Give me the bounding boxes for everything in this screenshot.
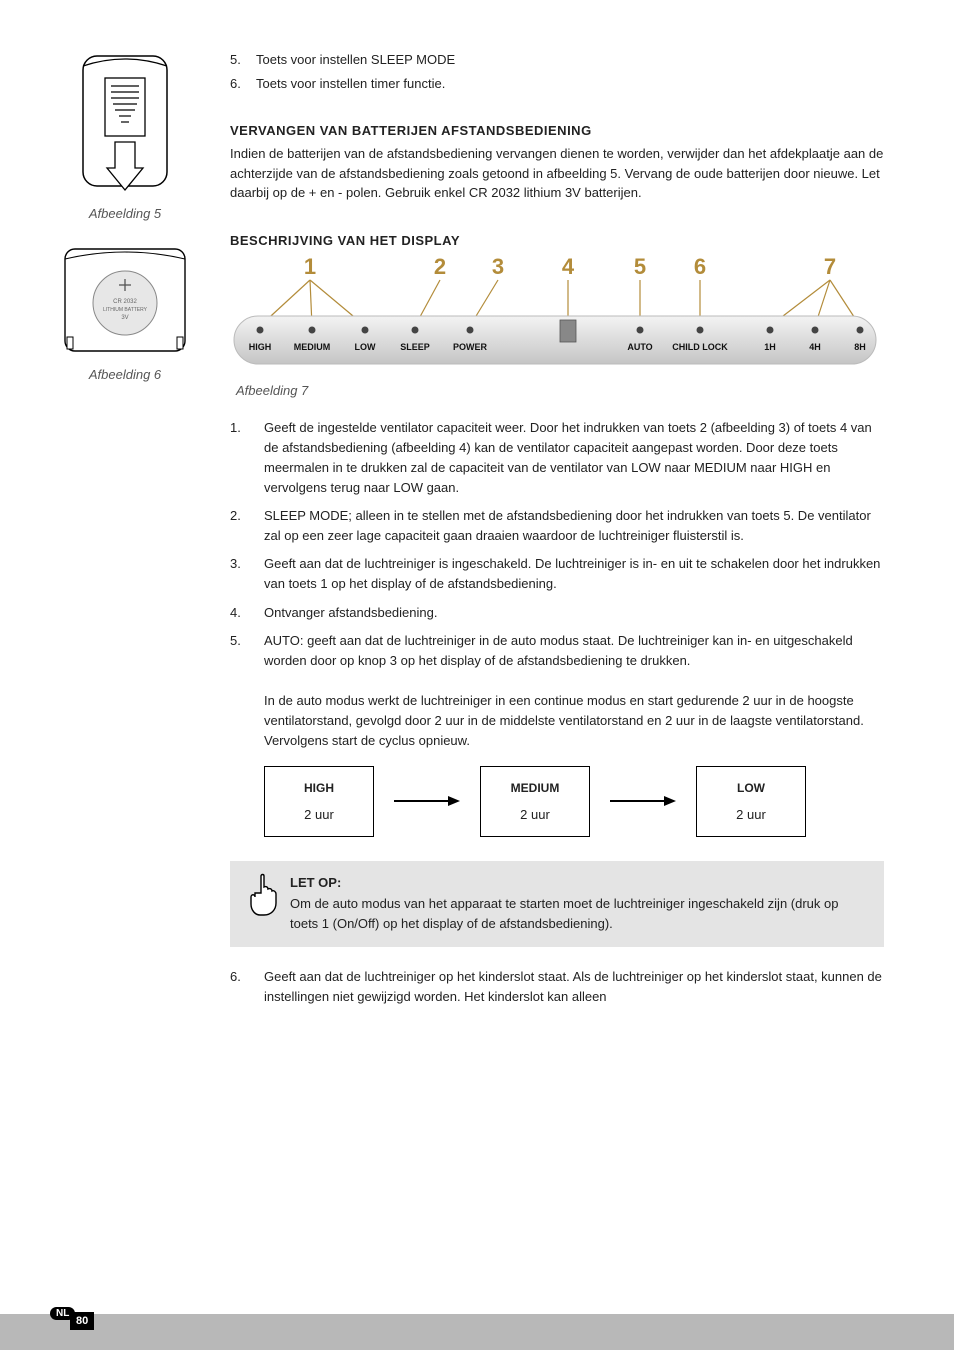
cycle-box-duration: 2 uur: [499, 807, 571, 822]
list-number: 5: [230, 50, 256, 70]
top-numbered-list: 5 Toets voor instellen SLEEP MODE 6 Toet…: [230, 50, 884, 93]
svg-text:LOW: LOW: [355, 342, 376, 352]
list-number: 1: [230, 418, 264, 499]
svg-text:AUTO: AUTO: [627, 342, 652, 352]
cycle-box-low: LOW 2 uur: [696, 766, 806, 837]
page-footer-band: [0, 1314, 954, 1350]
svg-text:LITHIUM BATTERY: LITHIUM BATTERY: [103, 307, 148, 313]
note-body: Om de auto modus van het apparaat te sta…: [290, 894, 868, 933]
cycle-box-label: HIGH: [283, 781, 355, 795]
list-number: 3: [230, 554, 264, 594]
svg-text:4: 4: [562, 254, 575, 279]
svg-text:5: 5: [634, 254, 646, 279]
list-text: Geeft aan dat de luchtreiniger is ingesc…: [264, 554, 884, 594]
svg-text:6: 6: [694, 254, 706, 279]
list-item: 3 Geeft aan dat de luchtreiniger is inge…: [230, 554, 884, 594]
list-number: 4: [230, 603, 264, 623]
list-continuation: 6 Geeft aan dat de luchtreiniger op het …: [230, 967, 884, 1007]
list-text: Toets voor instellen SLEEP MODE: [256, 50, 884, 70]
svg-text:CHILD LOCK: CHILD LOCK: [672, 342, 728, 352]
svg-text:7: 7: [824, 254, 836, 279]
note-content: LET OP: Om de auto modus van het apparaa…: [290, 873, 868, 934]
figure-5: Afbeelding 5: [50, 50, 200, 221]
hand-pointing-icon: [246, 873, 280, 920]
svg-text:8H: 8H: [854, 342, 866, 352]
cycle-box-duration: 2 uur: [715, 807, 787, 822]
svg-text:2: 2: [434, 254, 446, 279]
list-text: Ontvanger afstandsbediening.: [264, 603, 884, 623]
cycle-box-duration: 2 uur: [283, 807, 355, 822]
list-item: 1 Geeft de ingestelde ventilator capacit…: [230, 418, 884, 499]
item5-para1: AUTO: geeft aan dat de luchtreiniger in …: [264, 633, 853, 668]
list-number: 6: [230, 967, 264, 1007]
svg-text:MEDIUM: MEDIUM: [294, 342, 331, 352]
cycle-diagram: HIGH 2 uur MEDIUM 2 uur LOW 2 uur: [264, 766, 884, 837]
list-text: Geeft aan dat de luchtreiniger op het ki…: [264, 967, 884, 1007]
cycle-box-label: LOW: [715, 781, 787, 795]
figure-7: 1 2 3 4 5 6 7: [230, 254, 884, 377]
list-number: 6: [230, 74, 256, 94]
svg-text:1: 1: [304, 254, 316, 279]
svg-text:3V: 3V: [121, 315, 128, 321]
list-item: 2 SLEEP MODE; alleen in te stellen met d…: [230, 506, 884, 546]
figure-7-caption: Afbeelding 7: [236, 383, 884, 398]
attention-note: LET OP: Om de auto modus van het apparaa…: [230, 861, 884, 948]
display-description-list: 1 Geeft de ingestelde ventilator capacit…: [230, 418, 884, 752]
figure-6: CR 2032 LITHIUM BATTERY 3V Afbeelding 6: [50, 241, 200, 382]
item5-para2: In de auto modus werkt de luchtreiniger …: [264, 693, 864, 748]
main-column: 5 Toets voor instellen SLEEP MODE 6 Toet…: [230, 50, 884, 1015]
svg-text:1H: 1H: [764, 342, 776, 352]
list-item: 4 Ontvanger afstandsbediening.: [230, 603, 884, 623]
list-text: Geeft de ingestelde ventilator capacitei…: [264, 418, 884, 499]
page-columns: Afbeelding 5 CR 2032 LITHIUM BATTERY 3V …: [50, 50, 884, 1015]
section-heading-replace: VERVANGEN VAN BATTERIJEN AFSTANDSBEDIENI…: [230, 123, 884, 138]
list-text: SLEEP MODE; alleen in te stellen met de …: [264, 506, 884, 546]
list-number: 5: [230, 631, 264, 752]
cycle-box-high: HIGH 2 uur: [264, 766, 374, 837]
arrow-right-icon: [608, 794, 678, 808]
cycle-box-medium: MEDIUM 2 uur: [480, 766, 590, 837]
cycle-box-label: MEDIUM: [499, 781, 571, 795]
list-number: 2: [230, 506, 264, 546]
svg-text:3: 3: [492, 254, 504, 279]
battery-compartment-icon: CR 2032 LITHIUM BATTERY 3V: [55, 241, 195, 361]
svg-text:HIGH: HIGH: [249, 342, 272, 352]
svg-text:POWER: POWER: [453, 342, 488, 352]
svg-text:SLEEP: SLEEP: [400, 342, 430, 352]
figure-5-caption: Afbeelding 5: [50, 206, 200, 221]
svg-text:CR 2032: CR 2032: [113, 299, 137, 305]
note-title: LET OP:: [290, 873, 868, 893]
figure-6-caption: Afbeelding 6: [50, 367, 200, 382]
list-item: 6 Toets voor instellen timer functie.: [230, 74, 884, 94]
section-para-replace: Indien de batterijen van de afstandsbedi…: [230, 144, 884, 203]
left-column: Afbeelding 5 CR 2032 LITHIUM BATTERY 3V …: [50, 50, 200, 1015]
page-number: 80: [70, 1312, 94, 1330]
list-text: AUTO: geeft aan dat de luchtreiniger in …: [264, 631, 884, 752]
list-text: Toets voor instellen timer functie.: [256, 74, 884, 94]
display-bar-diagram: 1 2 3 4 5 6 7: [230, 254, 880, 374]
arrow-right-icon: [392, 794, 462, 808]
list-item-6: 6 Geeft aan dat de luchtreiniger op het …: [230, 967, 884, 1007]
remote-back-icon: [65, 50, 185, 200]
list-item-5: 5 AUTO: geeft aan dat de luchtreiniger i…: [230, 631, 884, 752]
svg-text:4H: 4H: [809, 342, 821, 352]
list-item: 5 Toets voor instellen SLEEP MODE: [230, 50, 884, 70]
section-heading-display: BESCHRIJVING VAN HET DISPLAY: [230, 233, 884, 248]
